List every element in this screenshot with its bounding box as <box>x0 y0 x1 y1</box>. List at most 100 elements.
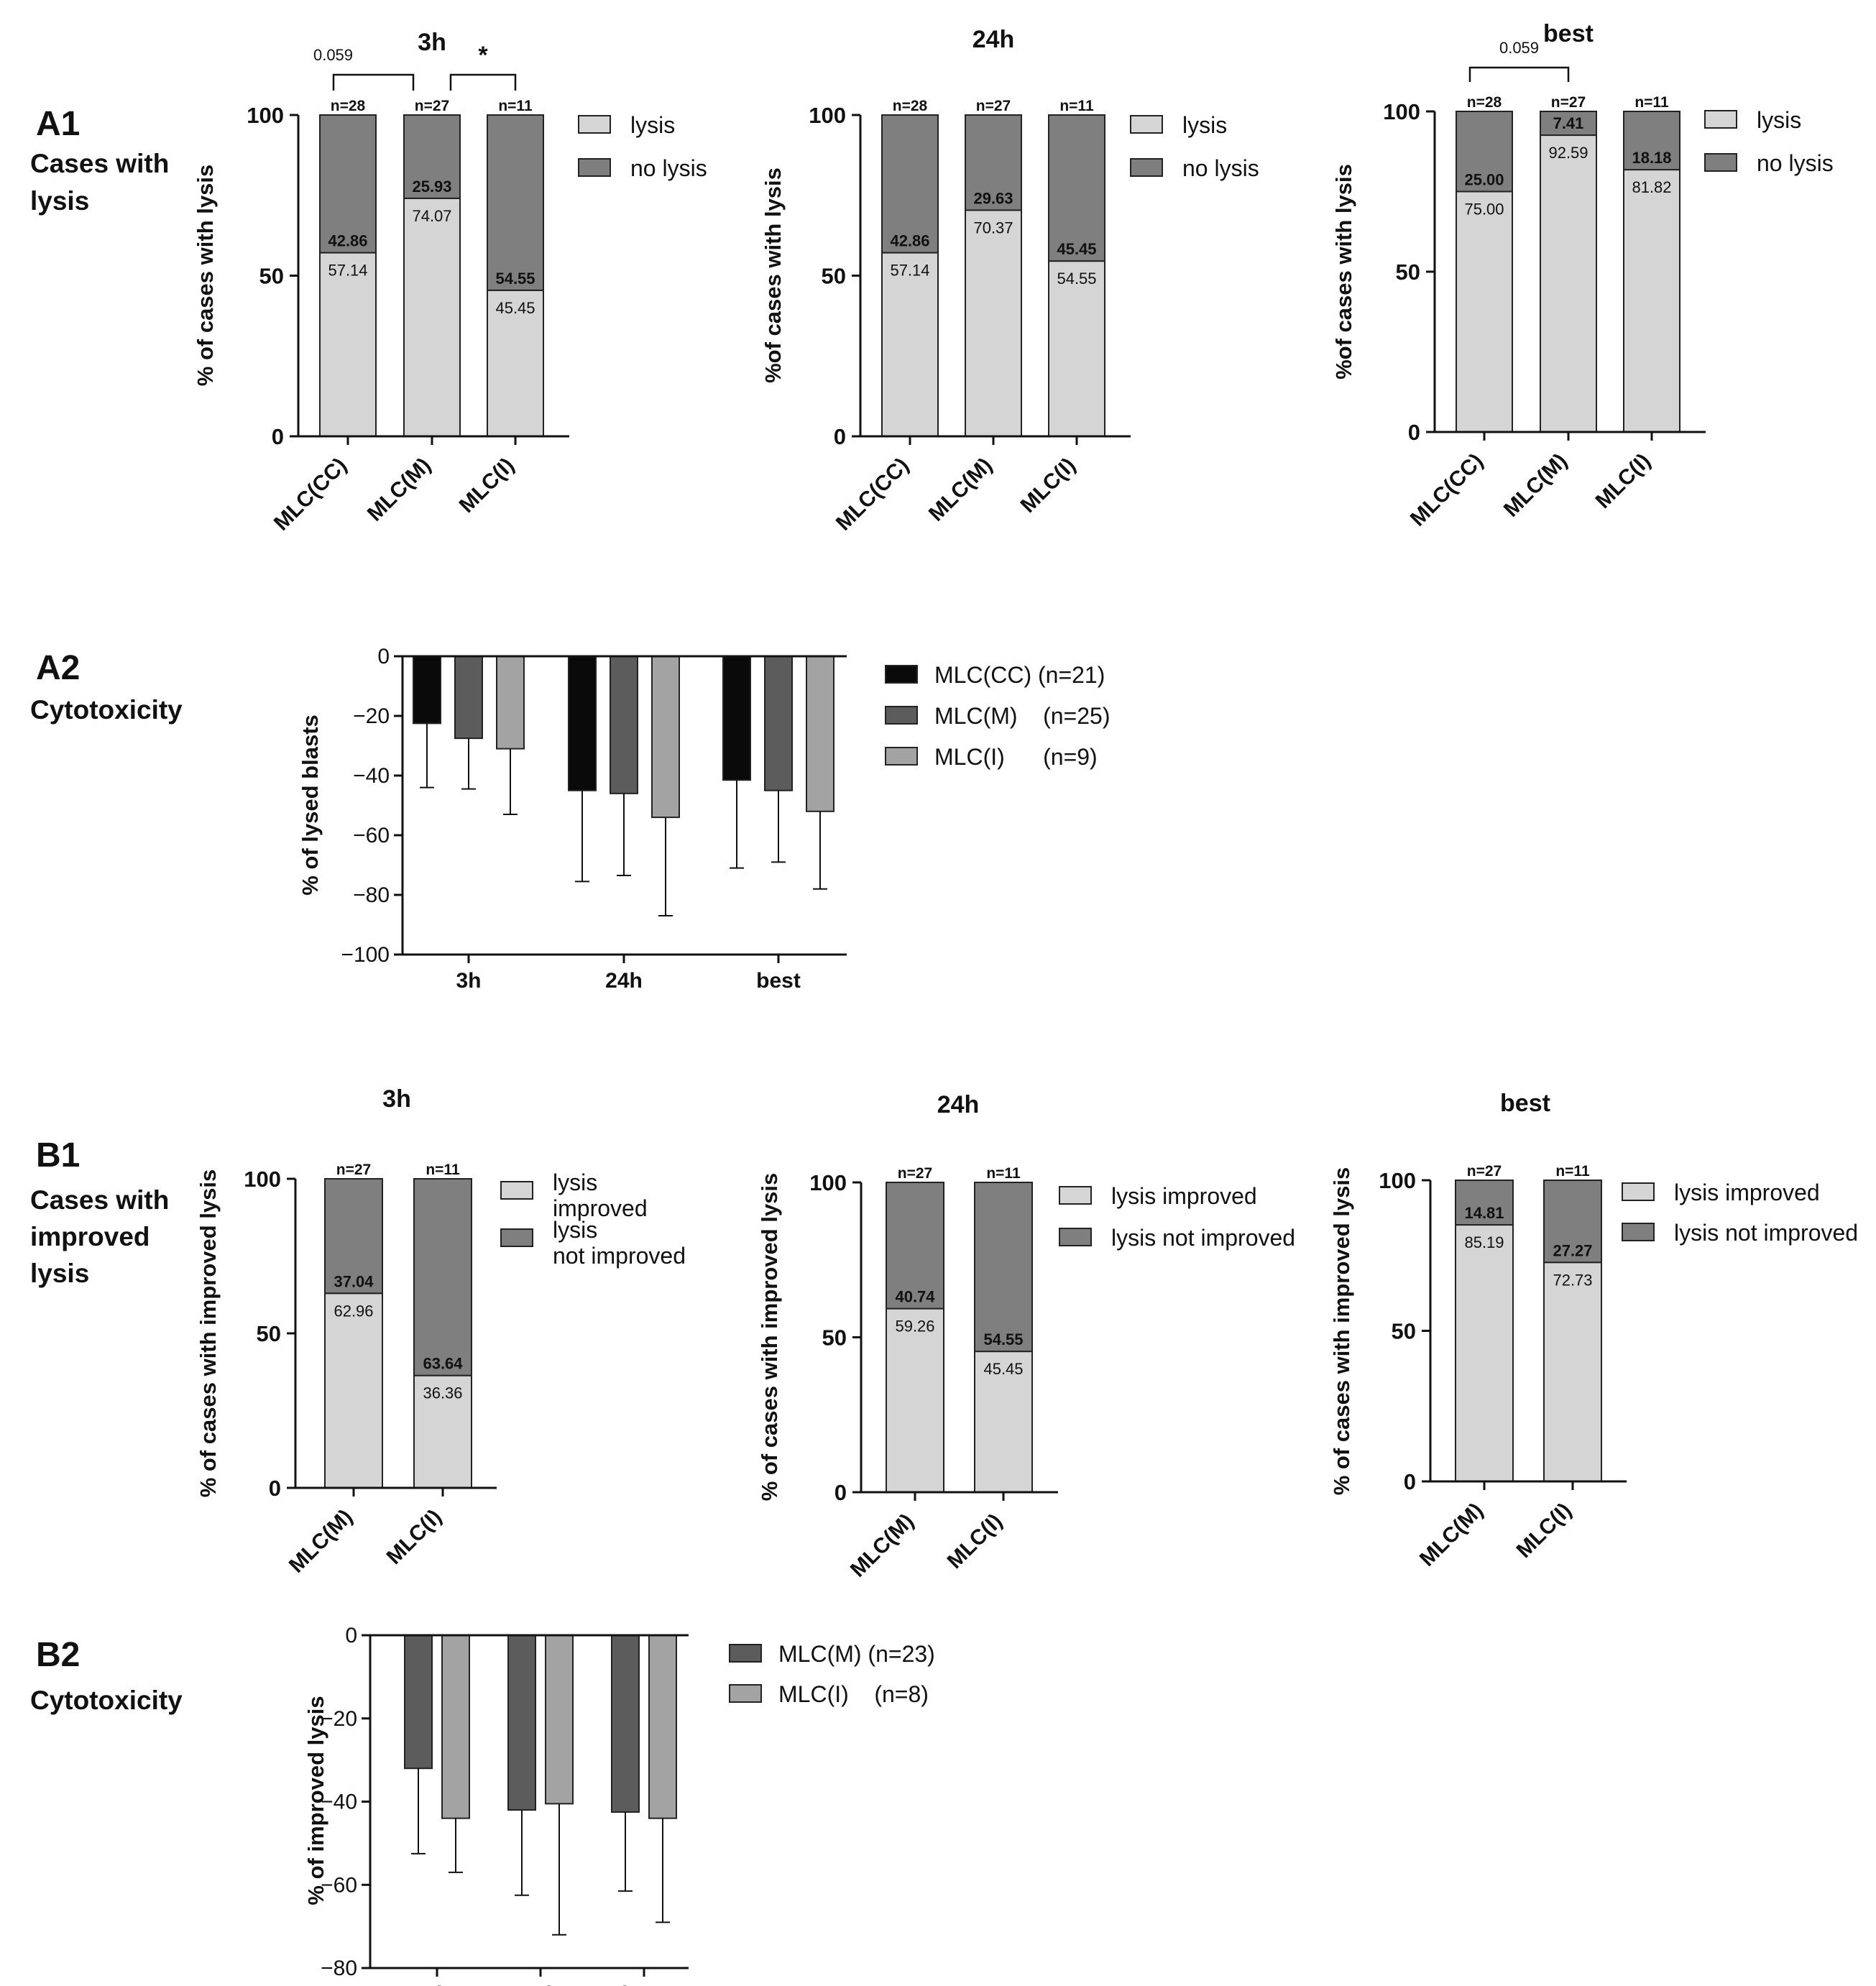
y-tick-label-a2-1: −20 <box>353 704 390 728</box>
bar-b1-3h-lysis-improved-0 <box>324 1292 383 1489</box>
category-label-a1-best-1: MLC(M) <box>1499 449 1572 522</box>
legend-swatch-b1-3h-lysis-not-improved <box>500 1228 533 1247</box>
y-tick-label-a2-2: −40 <box>353 764 390 788</box>
value-label-a1-24h-nolysis-0: 42.86 <box>890 232 929 250</box>
bar-b2-mlc-i-n-8-1 <box>545 1635 574 1805</box>
legend-swatch-b2-mlc-i-n-8 <box>729 1684 762 1703</box>
bar-a2-mlc-m-n-25-1 <box>610 656 638 794</box>
legend-swatch-a1-best-no-lysis <box>1704 153 1737 172</box>
y-tick-label-a1-3h-2: 100 <box>247 103 284 128</box>
y-tick-label-a1-best-0: 0 <box>1408 420 1420 445</box>
y-tick-label-b1-24h-1: 50 <box>822 1325 847 1351</box>
y-tick-label-b1-24h-2: 100 <box>809 1170 847 1195</box>
value-label-b1-3h-nolysis-0: 37.04 <box>334 1272 374 1290</box>
bar-b1-24h-lysis-not-improved-0 <box>886 1182 944 1310</box>
bar-a1-best-no-lysis-0 <box>1456 111 1513 193</box>
chart-a1-3h: 57.14 42.86 n=28 MLC(CC) 74.07 25.93 n=27 MLC(M… <box>193 29 707 535</box>
chart-title-a1-best: best <box>1543 20 1594 47</box>
y-tick-label-b2-1: −20 <box>321 1707 357 1731</box>
category-label-a1-24h-1: MLC(M) <box>924 454 997 526</box>
value-label-a1-best-lysis-2: 81.82 <box>1632 178 1671 196</box>
legend-label-b2-mlc-m-n-23: MLC(M) (n=23) <box>778 1641 935 1667</box>
n-label-a1-best-0: n=28 <box>1467 94 1502 111</box>
legend-label-a1-3h-no-lysis: no lysis <box>630 155 707 181</box>
significance-bracket-a1-best-0 <box>1468 66 1570 82</box>
value-label-b1-24h-lysis-1: 45.45 <box>983 1360 1023 1378</box>
significance-bracket-a1-3h-0 <box>332 73 415 91</box>
chart-b1-24h: 59.26 40.74 n=27 MLC(M) 45.45 54.55 n=11 MLC(I)… <box>757 1091 1295 1582</box>
n-label-b1-3h-1: n=11 <box>426 1162 460 1178</box>
category-label-b1-24h-1: MLC(I) <box>943 1509 1007 1573</box>
bar-a1-best-lysis-1 <box>1540 134 1597 433</box>
y-tick-label-a1-3h-0: 0 <box>272 424 284 449</box>
legend-label-a1-24h-lysis: lysis <box>1182 112 1227 138</box>
category-label-a1-24h-2: MLC(I) <box>1016 454 1080 518</box>
y-tick-label-a1-24h-1: 50 <box>822 264 846 289</box>
legend-swatch-a1-3h-no-lysis <box>578 158 611 177</box>
y-tick-label-b2-2: −40 <box>321 1790 357 1814</box>
n-label-a1-3h-2: n=11 <box>498 98 533 114</box>
category-label-a2-2: best <box>756 969 801 993</box>
y-tick-label-a2-0: 0 <box>377 645 390 668</box>
category-label-b1-24h-0: MLC(M) <box>846 1509 919 1582</box>
panel-b2-label-group: B2 Cytotoxicity <box>30 1636 183 1715</box>
bar-b2-mlc-m-n-23-2 <box>611 1635 640 1813</box>
y-tick-label-a2-3: −60 <box>353 824 390 847</box>
significance-label-a1-best-0: 0.059 <box>1499 39 1539 57</box>
bar-a2-mlc-cc-n-21-1 <box>568 656 597 791</box>
bar-a1-24h-no-lysis-1 <box>965 114 1022 211</box>
panel-a2-label-group: A2 Cytotoxicity <box>30 649 183 725</box>
panel-label-b1: B1 <box>36 1136 80 1174</box>
significance-bracket-a1-3h-1 <box>449 73 517 91</box>
bar-b2-mlc-i-n-8-2 <box>648 1635 677 1819</box>
bar-a2-mlc-cc-n-21-2 <box>722 656 751 781</box>
value-label-a1-3h-lysis-0: 57.14 <box>328 262 367 280</box>
legend-label-b1-24h-lysis-improved: lysis improved <box>1111 1183 1257 1209</box>
y-tick-label-a2-5: −100 <box>341 943 390 967</box>
legend-label-b1-best-lysis-improved: lysis improved <box>1674 1180 1820 1205</box>
n-label-a1-24h-1: n=27 <box>976 98 1011 114</box>
y-tick-label-a1-best-1: 50 <box>1396 259 1420 285</box>
y-tick-label-b1-3h-2: 100 <box>244 1167 281 1192</box>
value-label-b1-24h-lysis-0: 59.26 <box>895 1318 934 1336</box>
bar-b1-3h-lysis-not-improved-0 <box>324 1178 383 1295</box>
value-label-b1-3h-nolysis-1: 63.64 <box>423 1355 463 1373</box>
category-label-a1-3h-1: MLC(M) <box>363 454 436 526</box>
legend-label-a1-3h-lysis: lysis <box>630 112 675 138</box>
value-label-a1-24h-lysis-0: 57.14 <box>890 262 929 280</box>
value-label-a1-3h-lysis-2: 45.45 <box>495 299 535 317</box>
y-tick-label-a1-best-2: 100 <box>1383 99 1420 124</box>
n-label-a1-24h-0: n=28 <box>893 98 928 114</box>
y-axis-label-a1-best: %of cases with lysis <box>1331 164 1356 380</box>
bar-b1-best-lysis-improved-0 <box>1455 1224 1514 1483</box>
bar-a1-best-no-lysis-2 <box>1623 111 1680 171</box>
legend-swatch-a2-mlc-i-n-9 <box>885 747 918 766</box>
value-label-b1-3h-lysis-0: 62.96 <box>334 1302 373 1320</box>
legend-swatch-b1-best-lysis-not-improved <box>1622 1223 1655 1241</box>
legend-label-b1-3h-lysis-not-improved-line1: lysis <box>553 1217 597 1243</box>
legend-label-b1-3h-lysis-improved-line2: improved <box>553 1195 648 1221</box>
n-label-a1-3h-1: n=27 <box>415 98 449 114</box>
legend-label-a2-mlc-m-n-25: MLC(M) (n=25) <box>934 703 1110 729</box>
y-axis-label-b1-best: % of cases with improved lysis <box>1329 1167 1354 1496</box>
panel-desc-a1-line2: lysis <box>30 186 89 216</box>
legend-label-a2-mlc-i-n-9: MLC(I) (n=9) <box>934 744 1098 770</box>
y-tick-label-a1-24h-2: 100 <box>809 103 846 128</box>
value-label-b1-best-lysis-0: 85.19 <box>1464 1233 1504 1251</box>
bar-b1-best-lysis-not-improved-1 <box>1543 1180 1602 1264</box>
bar-b1-24h-lysis-not-improved-1 <box>974 1182 1033 1353</box>
bar-b2-mlc-i-n-8-0 <box>441 1635 470 1819</box>
legend-swatch-b2-mlc-m-n-23 <box>729 1644 762 1663</box>
bar-b1-3h-lysis-not-improved-1 <box>413 1178 472 1376</box>
category-label-b1-3h-1: MLC(I) <box>382 1505 446 1569</box>
n-label-b1-24h-1: n=11 <box>986 1165 1021 1182</box>
category-label-b1-best-1: MLC(I) <box>1512 1499 1576 1563</box>
legend-swatch-a1-3h-lysis <box>578 115 611 134</box>
legend-label-b1-3h-lysis-improved-line1: lysis <box>553 1169 597 1195</box>
category-label-b1-best-0: MLC(M) <box>1415 1499 1488 1571</box>
category-label-b2-2: best <box>622 1982 666 1986</box>
value-label-b1-24h-nolysis-1: 54.55 <box>983 1330 1023 1348</box>
legend-swatch-b1-best-lysis-improved <box>1622 1182 1655 1201</box>
legend-label-b2-mlc-i-n-8: MLC(I) (n=8) <box>778 1681 929 1707</box>
